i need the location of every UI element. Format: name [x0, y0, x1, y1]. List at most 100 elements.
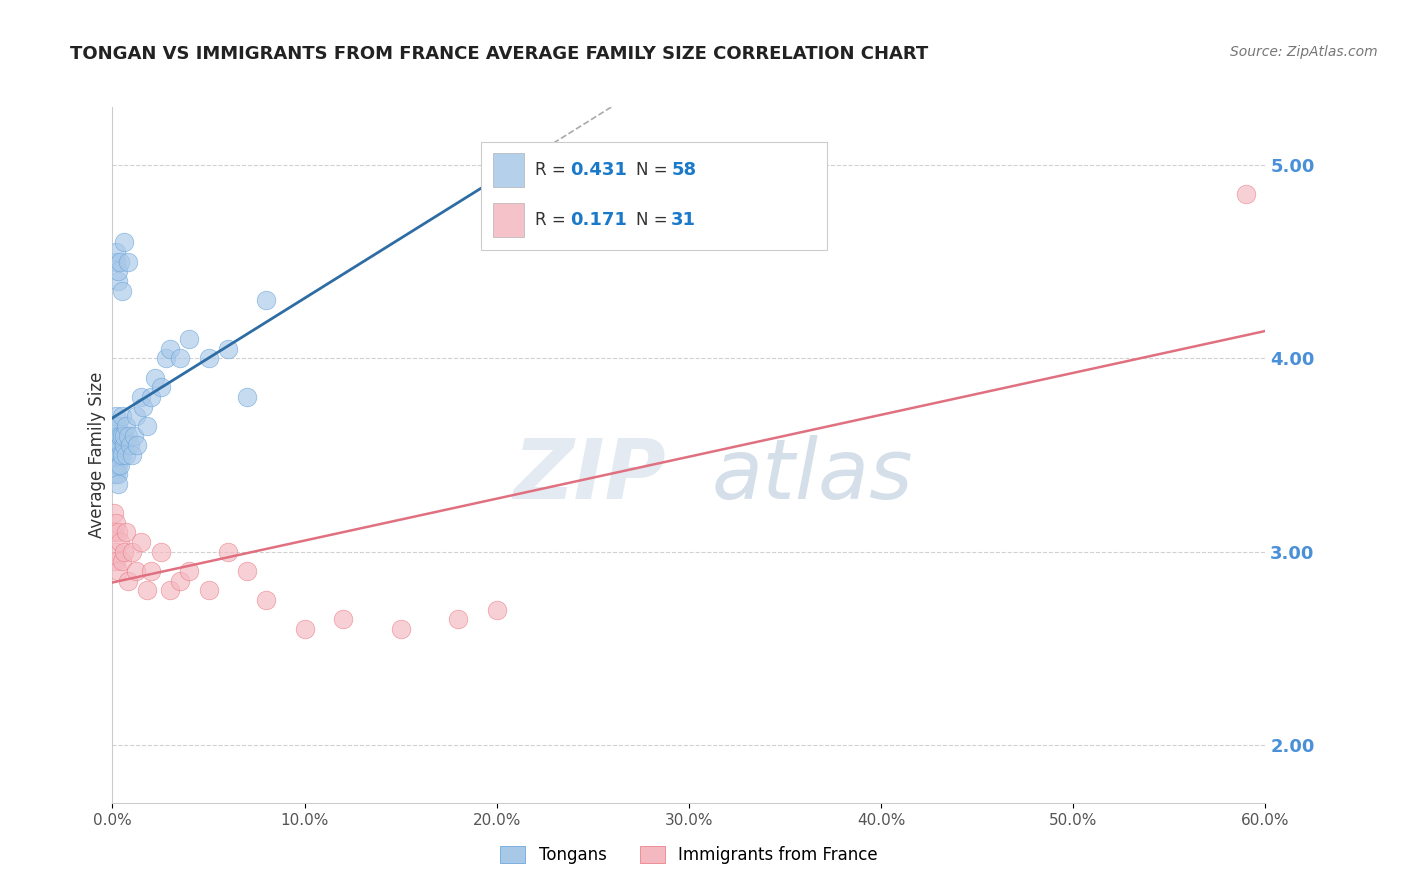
Point [117, 574, 139, 588]
Point [124, 564, 146, 578]
Y-axis label: Average Family Size: Average Family Size [87, 372, 105, 538]
Text: Source: ZipAtlas.com: Source: ZipAtlas.com [1230, 45, 1378, 59]
Point [107, 458, 129, 472]
Text: R =: R = [534, 211, 571, 228]
Point [107, 274, 129, 288]
Point [105, 458, 128, 472]
Point [197, 351, 219, 366]
Point [105, 554, 128, 568]
Text: atlas: atlas [711, 435, 914, 516]
Point [105, 448, 128, 462]
Point [107, 467, 129, 482]
Point [136, 418, 159, 433]
Point [485, 602, 508, 616]
Point [105, 438, 128, 452]
Text: TONGAN VS IMMIGRANTS FROM FRANCE AVERAGE FAMILY SIZE CORRELATION CHART: TONGAN VS IMMIGRANTS FROM FRANCE AVERAGE… [70, 45, 928, 62]
Point [179, 332, 201, 346]
Point [108, 534, 131, 549]
Point [117, 254, 139, 268]
Point [389, 622, 412, 636]
Text: N =: N = [636, 161, 673, 179]
Point [105, 254, 128, 268]
Point [105, 428, 128, 442]
Point [105, 409, 128, 424]
Point [217, 342, 239, 356]
Point [155, 351, 177, 366]
Point [254, 592, 277, 607]
Point [1234, 187, 1257, 202]
Legend: Tongans, Immigrants from France: Tongans, Immigrants from France [494, 839, 884, 871]
Point [107, 418, 129, 433]
Point [447, 612, 470, 626]
Point [112, 438, 135, 452]
Point [112, 544, 135, 558]
Point [103, 448, 125, 462]
Point [159, 342, 181, 356]
Point [149, 380, 172, 394]
Point [105, 418, 128, 433]
Point [127, 438, 149, 452]
Point [217, 544, 239, 558]
Point [107, 525, 129, 540]
Text: 31: 31 [671, 211, 696, 228]
Text: N =: N = [636, 211, 673, 228]
Point [169, 574, 191, 588]
Point [149, 544, 172, 558]
Point [111, 284, 134, 298]
Point [105, 467, 128, 482]
Point [107, 428, 129, 442]
Point [108, 438, 131, 452]
Point [108, 254, 131, 268]
Point [121, 544, 143, 558]
Point [197, 583, 219, 598]
Point [103, 506, 125, 520]
Point [236, 564, 259, 578]
Text: 58: 58 [671, 161, 696, 179]
Point [108, 458, 131, 472]
Point [129, 390, 153, 404]
Text: R =: R = [534, 161, 571, 179]
Point [107, 564, 129, 578]
Point [107, 448, 129, 462]
Point [112, 235, 135, 250]
Point [132, 400, 155, 414]
Point [254, 293, 277, 308]
Point [108, 448, 131, 462]
Point [169, 351, 191, 366]
Point [103, 458, 125, 472]
Point [103, 467, 125, 482]
Point [122, 428, 145, 442]
Point [136, 583, 159, 598]
Point [103, 525, 125, 540]
Point [105, 244, 128, 259]
Point [129, 534, 153, 549]
Point [159, 583, 181, 598]
Point [294, 622, 316, 636]
Point [107, 264, 129, 278]
Point [105, 516, 128, 530]
Point [111, 554, 134, 568]
Point [111, 409, 134, 424]
Point [117, 428, 139, 442]
Point [115, 525, 138, 540]
Point [107, 476, 129, 491]
Point [139, 564, 162, 578]
Point [103, 428, 125, 442]
Point [236, 390, 259, 404]
Point [139, 390, 162, 404]
Point [103, 438, 125, 452]
Text: 0.171: 0.171 [569, 211, 627, 228]
Point [111, 428, 134, 442]
Point [332, 612, 354, 626]
Point [124, 409, 146, 424]
Point [115, 418, 138, 433]
Point [179, 564, 201, 578]
Point [115, 448, 138, 462]
Point [105, 544, 128, 558]
Point [107, 438, 129, 452]
Point [143, 370, 166, 384]
Point [112, 428, 135, 442]
Text: 0.431: 0.431 [569, 161, 627, 179]
Text: ZIP: ZIP [513, 435, 666, 516]
Point [121, 448, 143, 462]
